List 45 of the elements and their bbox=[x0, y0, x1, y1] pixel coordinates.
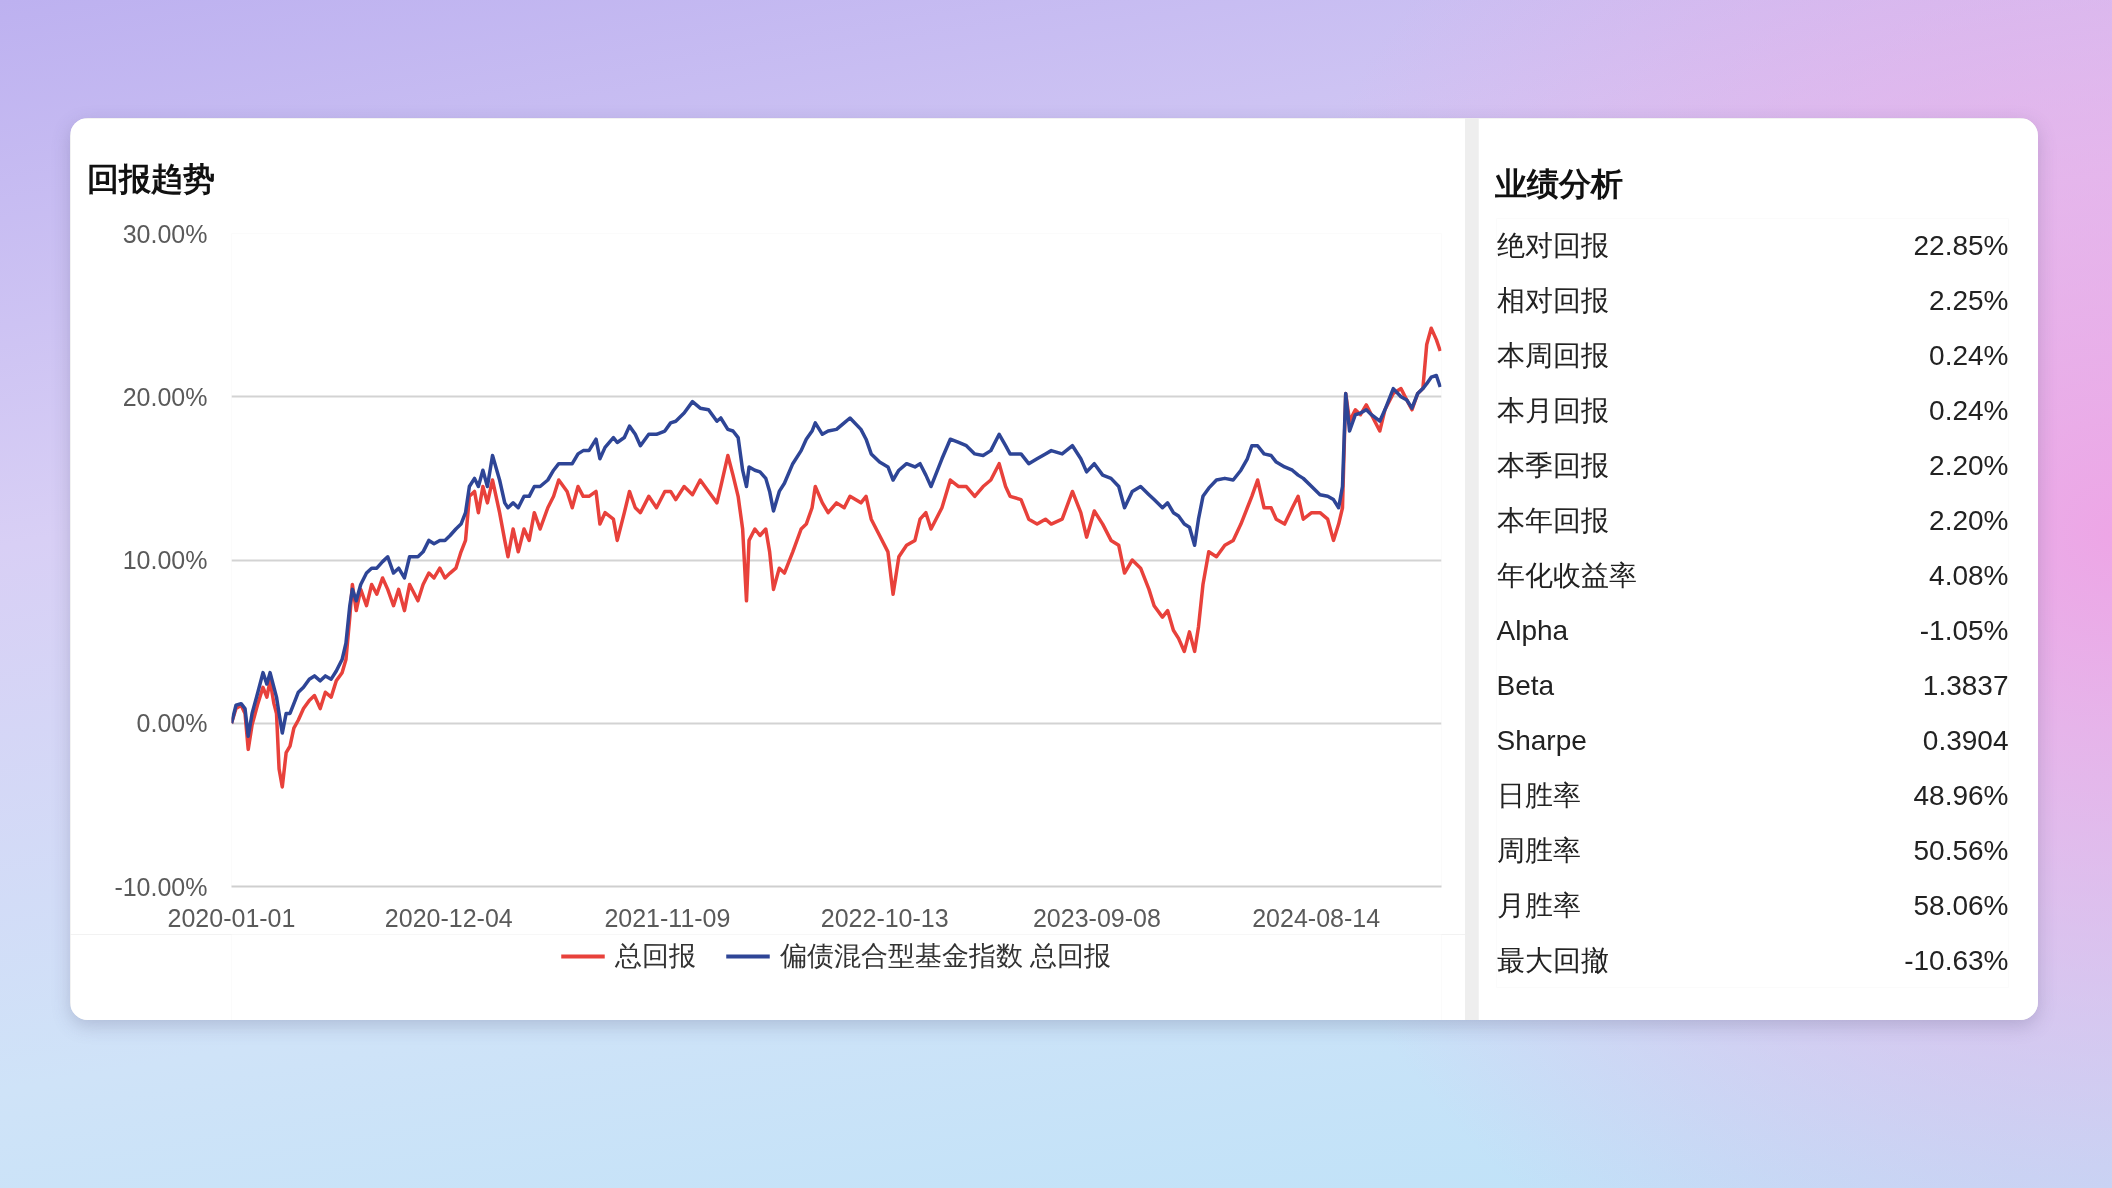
category-label: 本周回报 bbox=[1496, 340, 1609, 372]
x-tick-label: 2024-08-14 bbox=[1252, 903, 1381, 932]
text: 2.20% bbox=[1929, 505, 2009, 537]
y-tick-label: 30.00% bbox=[122, 219, 208, 248]
line-series bbox=[231, 373, 1442, 739]
y-tick-label: 10.00% bbox=[122, 546, 208, 574]
text: -1.05% bbox=[1919, 614, 2009, 646]
text: 22.85% bbox=[1913, 230, 2009, 262]
x-tick-label: 2020-12-04 bbox=[384, 903, 513, 932]
text: 2.25% bbox=[1929, 285, 2009, 317]
y-tick-label: -10.00% bbox=[114, 872, 208, 901]
y-tick-label: 20.00% bbox=[122, 382, 208, 411]
text: -10.63% bbox=[1904, 944, 2009, 976]
x-tick-label: 2021-11-09 bbox=[604, 903, 731, 932]
category-label: 日胜率 bbox=[1496, 779, 1581, 811]
legend-label: 偏债混合型基金指数 总回报 bbox=[779, 940, 1112, 973]
category-label: 本年回报 bbox=[1496, 505, 1609, 537]
text: 业绩分析 bbox=[1493, 166, 1623, 202]
text: 1.3837 bbox=[1922, 669, 2009, 701]
text: 2.20% bbox=[1929, 450, 2009, 482]
category-label: Alpha bbox=[1496, 614, 1569, 646]
category-label: 周胜率 bbox=[1496, 834, 1581, 866]
category-label: Sharpe bbox=[1496, 724, 1587, 756]
text: 48.96% bbox=[1913, 779, 2009, 811]
legend-label: 总回报 bbox=[614, 940, 696, 973]
chart-title: 回报趋势 bbox=[86, 160, 215, 197]
text: 0.24% bbox=[1929, 395, 2009, 427]
text: 58.06% bbox=[1913, 889, 2009, 921]
y-tick-label: 0.00% bbox=[136, 709, 208, 738]
category-label: 年化收益率 bbox=[1496, 560, 1637, 592]
text: 0.24% bbox=[1929, 340, 2009, 372]
category-label: Beta bbox=[1496, 669, 1555, 701]
x-tick-label: 2023-09-08 bbox=[1032, 903, 1161, 932]
category-label: 本月回报 bbox=[1496, 395, 1609, 427]
category-label: 最大回撤 bbox=[1496, 944, 1609, 976]
x-tick-label: 2022-10-13 bbox=[820, 903, 949, 932]
text: 50.56% bbox=[1913, 834, 2009, 866]
category-label: 月胜率 bbox=[1496, 889, 1581, 921]
line-series bbox=[231, 326, 1442, 789]
text: 4.08% bbox=[1929, 560, 2009, 592]
text: 0.3904 bbox=[1922, 724, 2009, 756]
category-label: 绝对回报 bbox=[1496, 230, 1609, 262]
x-tick-label: 2020-01-01 bbox=[167, 903, 296, 932]
category-label: 相对回报 bbox=[1496, 285, 1609, 317]
category-label: 本季回报 bbox=[1496, 450, 1609, 482]
